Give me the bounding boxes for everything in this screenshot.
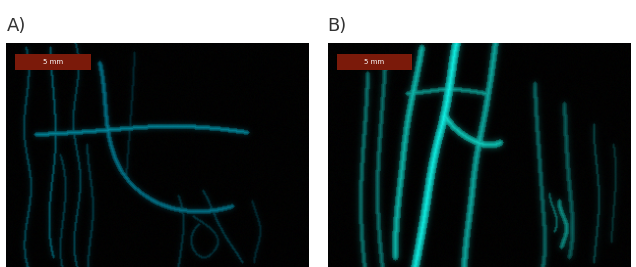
Text: A): A) — [6, 17, 25, 35]
Text: 5 mm: 5 mm — [364, 59, 384, 65]
Text: B): B) — [328, 17, 347, 35]
FancyBboxPatch shape — [336, 54, 412, 70]
Text: 5 mm: 5 mm — [43, 59, 63, 65]
FancyBboxPatch shape — [15, 54, 91, 70]
